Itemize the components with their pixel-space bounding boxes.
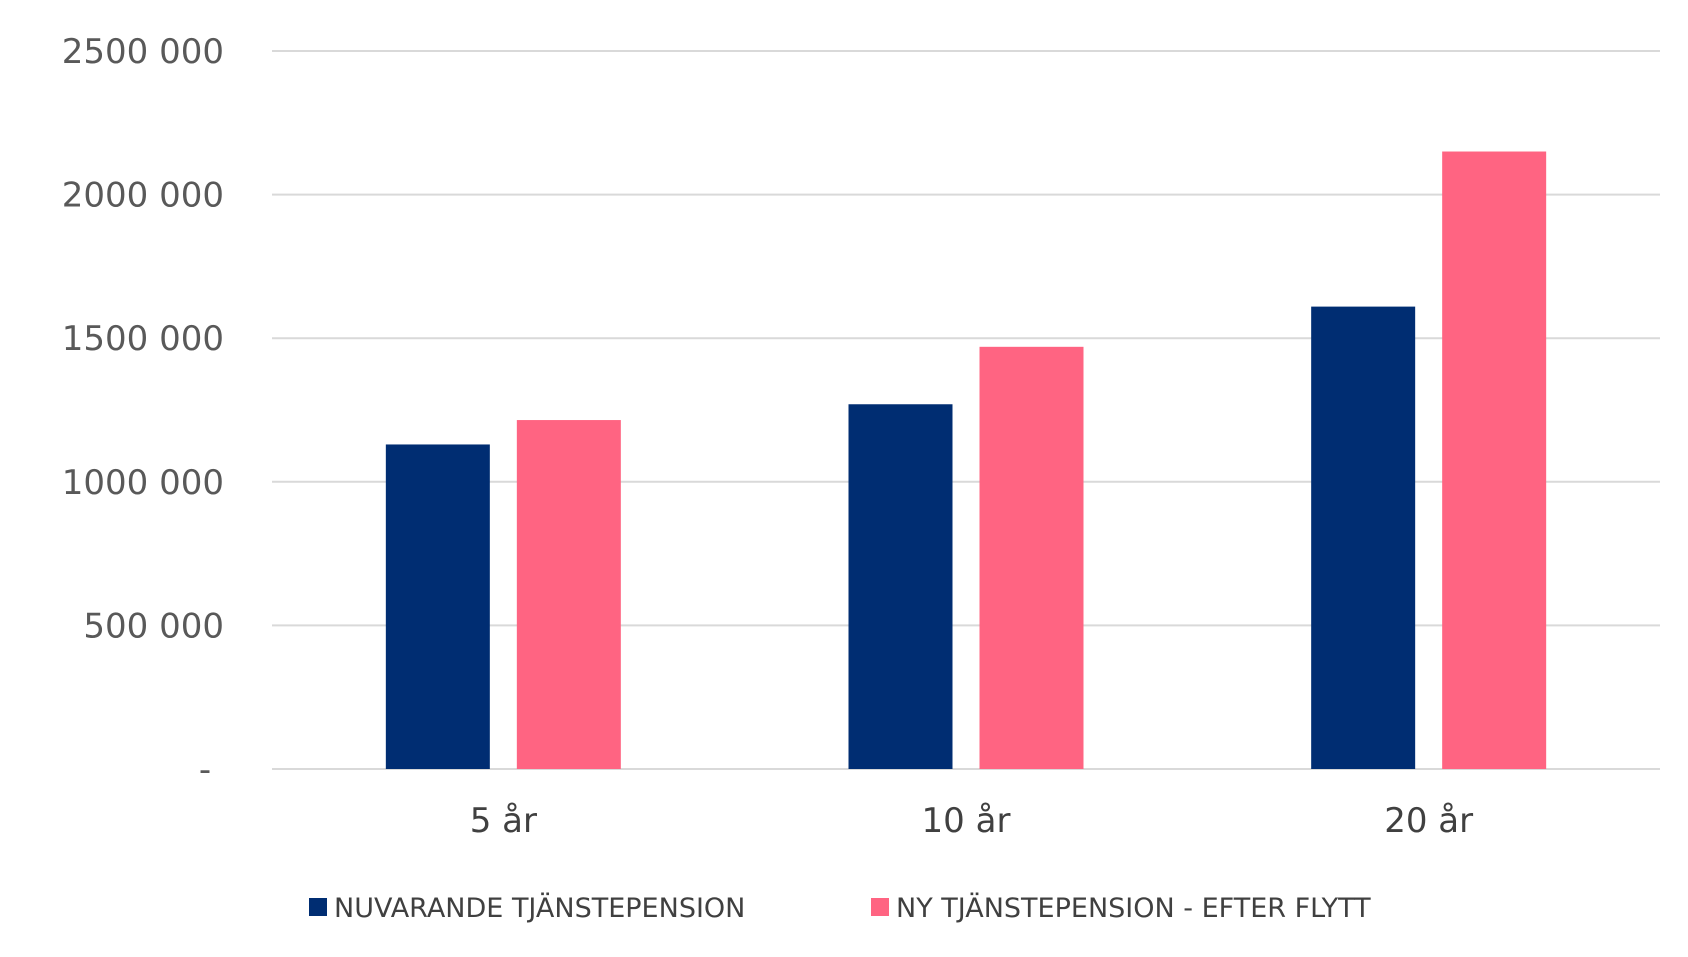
legend: NUVARANDE TJÄNSTEPENSION NY TJÄNSTEPENSIO… (309, 892, 1371, 924)
y-tick-label: 2500 000 (62, 32, 224, 72)
y-tick-label: 500 000 (83, 606, 224, 646)
y-tick-label: 1500 000 (62, 319, 224, 359)
bar-nuvarande-3 (1311, 306, 1416, 769)
bar-nuvarande-2 (848, 404, 953, 769)
legend-swatch (871, 898, 889, 916)
bar-nuvarande-1 (385, 444, 490, 769)
bar-ny-1 (516, 420, 621, 769)
legend-label: NUVARANDE TJÄNSTEPENSION (334, 892, 745, 924)
x-category-label: 5 år (470, 801, 537, 841)
y-tick-label: 2000 000 (62, 176, 224, 216)
bars (385, 151, 1547, 769)
x-category-label: 20 år (1384, 801, 1473, 841)
y-axis-tick-labels: - 500 000 1000 000 1500 000 2000 000 2500 000 (62, 32, 224, 790)
legend-swatch (309, 898, 327, 916)
bar-ny-2 (979, 346, 1084, 769)
bar-ny-3 (1442, 151, 1547, 769)
y-tick-label: 1000 000 (62, 463, 224, 503)
legend-label: NY TJÄNSTEPENSION - EFTER FLYTT (896, 892, 1371, 924)
gridlines (272, 50, 1660, 770)
x-category-label: 10 år (922, 801, 1011, 841)
y-tick-label: - (199, 750, 211, 790)
x-axis-category-labels: 5 år 10 år 20 år (470, 801, 1473, 841)
